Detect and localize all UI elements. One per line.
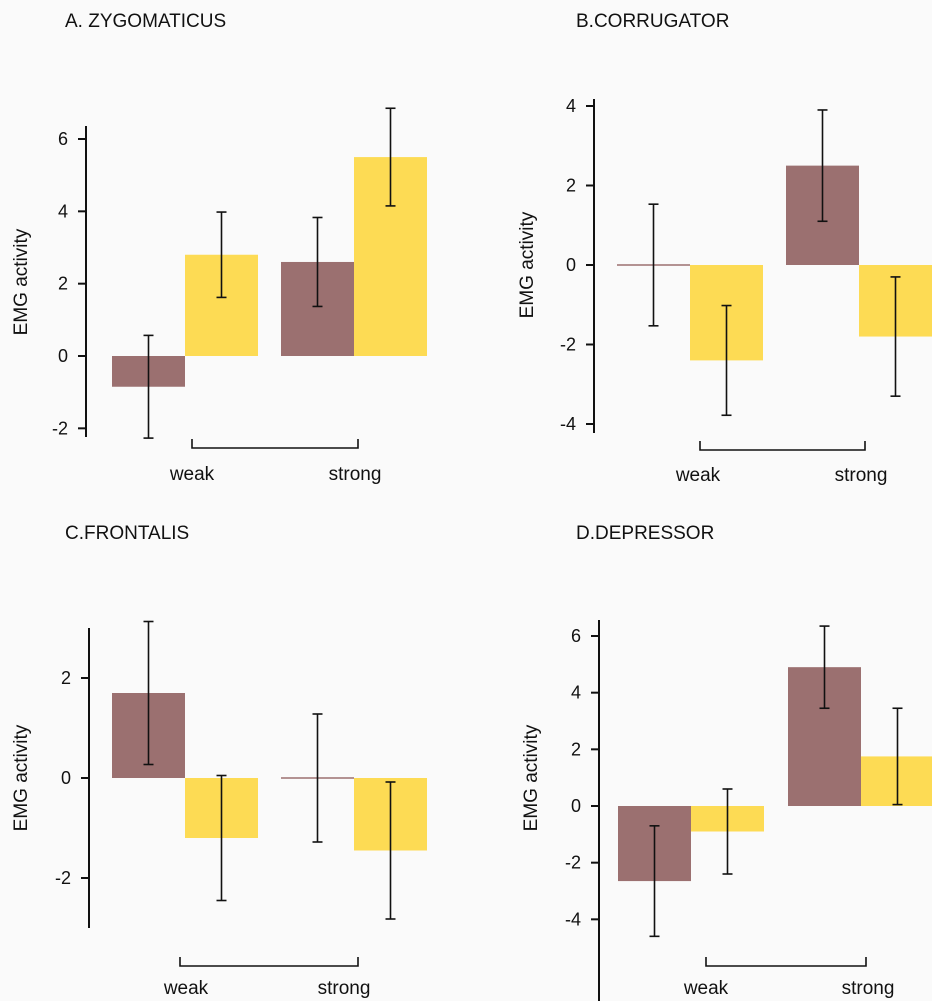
- x-tick-label: strong: [842, 978, 895, 999]
- y-tick-label: -2: [560, 335, 576, 355]
- y-tick-label: 2: [58, 274, 68, 294]
- y-tick-label: 0: [61, 768, 71, 788]
- panel-a-title: A. ZYGOMATICUS: [65, 11, 226, 32]
- bar: [861, 756, 932, 806]
- y-tick-label: 2: [571, 739, 581, 759]
- y-tick-label: 2: [61, 668, 71, 688]
- y-tick-label: -2: [55, 868, 71, 888]
- panel-a-zygomaticus: -2 0 2 4 6 EMG activity weak strong: [11, 107, 427, 485]
- x-tick-label: strong: [318, 978, 371, 999]
- x-tick-label: weak: [169, 464, 215, 485]
- x-tick-label: weak: [675, 465, 721, 486]
- y-tick-label: 6: [58, 129, 68, 149]
- panel-c-title: C.FRONTALIS: [65, 523, 189, 544]
- y-tick-label: -2: [565, 853, 581, 873]
- x-axis-bracket: [179, 957, 359, 967]
- y-tick-label: 0: [566, 255, 576, 275]
- y-axis-label: EMG activity: [521, 724, 542, 831]
- x-tick-label: strong: [329, 464, 382, 485]
- panel-b-title: B.CORRUGATOR: [576, 11, 729, 32]
- panel-c-frontalis: -2 0 2 EMG activity weak strong: [11, 620, 427, 999]
- y-tick-label: 6: [571, 626, 581, 646]
- y-tick-label: 4: [566, 96, 576, 116]
- y-axis-label: EMG activity: [517, 211, 538, 318]
- y-tick-label: 0: [58, 346, 68, 366]
- panel-d-depressor: -4 -2 0 2 4 6 EMG activity weak strong: [521, 620, 932, 1001]
- y-tick-label: 4: [571, 683, 581, 703]
- x-axis-bracket: [191, 439, 359, 449]
- y-tick-label: 0: [571, 796, 581, 816]
- x-tick-label: strong: [835, 465, 888, 486]
- y-tick-label: 4: [58, 201, 68, 221]
- x-axis-bracket: [699, 441, 866, 451]
- panel-b-corrugator: -4 0 -2 2 4 EMG activity weak strong: [517, 96, 932, 486]
- x-tick-label: weak: [163, 978, 209, 999]
- panel-d-title: D.DEPRESSOR: [576, 523, 714, 544]
- y-tick-label: 2: [566, 176, 576, 196]
- x-tick-label: weak: [683, 978, 729, 999]
- y-axis-label: EMG activity: [11, 228, 32, 335]
- y-tick-label: -4: [565, 909, 581, 929]
- x-axis-bracket: [705, 957, 867, 967]
- y-tick-label: -4: [560, 414, 576, 434]
- y-tick-label: -2: [52, 418, 68, 438]
- y-axis-label: EMG activity: [11, 724, 32, 831]
